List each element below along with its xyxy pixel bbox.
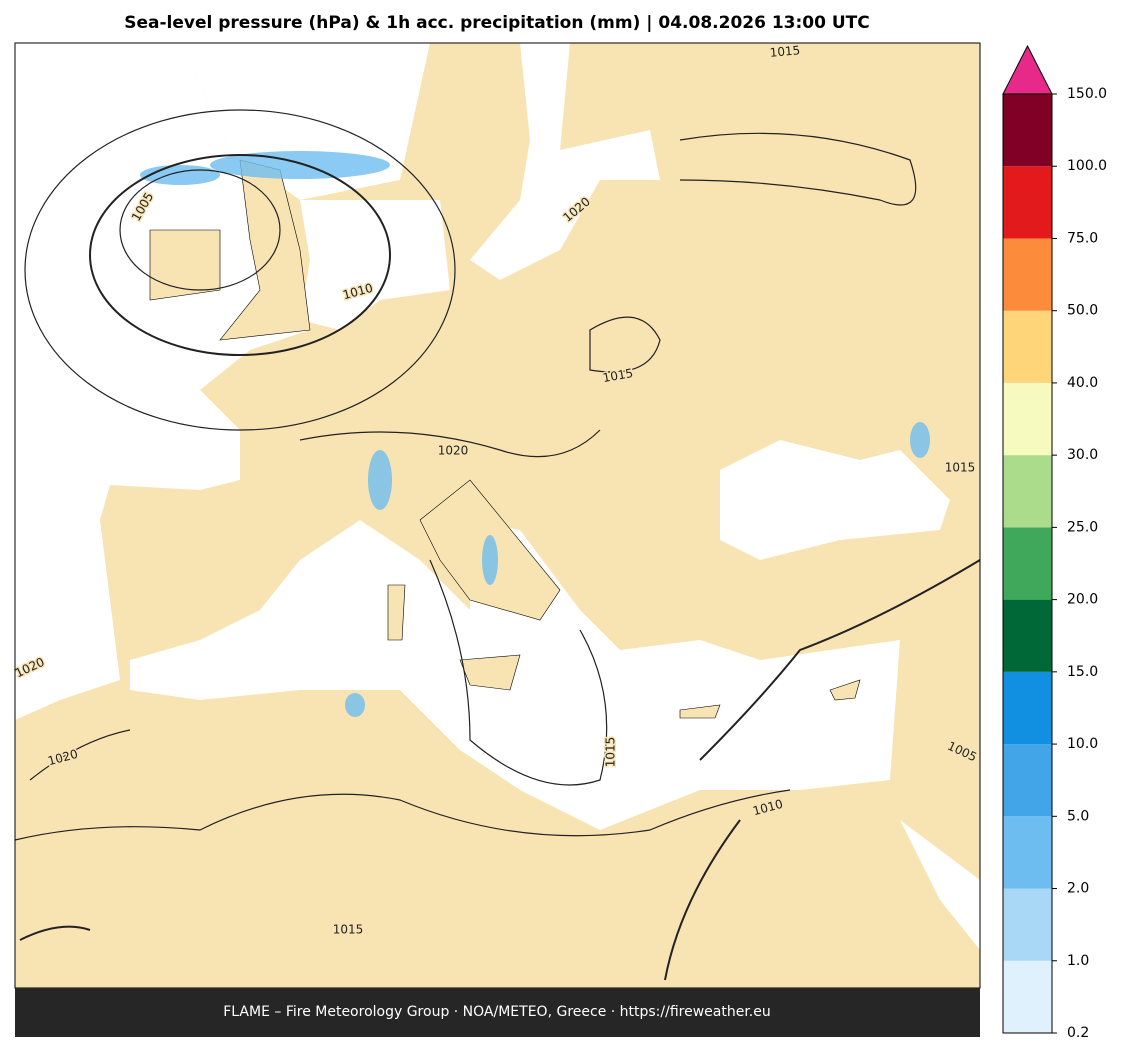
contour-label: 1015	[604, 737, 618, 768]
colorbar-bin	[1003, 960, 1052, 1033]
colorbar-bin	[1003, 166, 1052, 239]
colorbar-tick-label: 15.0	[1067, 664, 1098, 680]
colorbar-bin	[1003, 527, 1052, 600]
colorbar-tick-label: 0.2	[1067, 1025, 1089, 1041]
colorbar-tick-label: 20.0	[1067, 592, 1098, 608]
colorbar-tick-label: 75.0	[1067, 230, 1098, 246]
colorbar-bin	[1003, 455, 1052, 528]
colorbar-bin	[1003, 599, 1052, 672]
contour-label: 1015	[602, 366, 635, 385]
footer-bar	[15, 988, 980, 1037]
contour-label: 1015	[769, 43, 801, 60]
colorbar-bin	[1003, 238, 1052, 311]
contour-label: 1015	[945, 461, 976, 475]
footer-text: FLAME – Fire Meteorology Group · NOA/MET…	[223, 1004, 771, 1020]
contour-label: 1020	[438, 444, 469, 458]
colorbar-bin	[1003, 310, 1052, 383]
colorbar-tick-label: 150.0	[1067, 86, 1107, 102]
title: Sea-level pressure (hPa) & 1h acc. preci…	[124, 13, 870, 33]
colorbar-tick-label: 25.0	[1067, 519, 1098, 535]
colorbar-tick-label: 1.0	[1067, 953, 1089, 969]
colorbar-bin	[1003, 888, 1052, 961]
isobars	[14, 109, 981, 981]
colorbar-bin	[1003, 382, 1052, 456]
colorbar-bin	[1003, 94, 1052, 167]
colorbar-frame	[1002, 93, 1053, 1034]
colorbar-extend	[1002, 44, 1053, 95]
colorbar-bin	[1003, 671, 1052, 745]
colorbar-tick-label: 2.0	[1067, 881, 1089, 897]
contour-label: 1015	[333, 923, 364, 937]
colorbar-tick-label: 10.0	[1067, 736, 1098, 752]
colorbar-tick-label: 50.0	[1067, 303, 1098, 319]
colorbar-bin	[1003, 744, 1052, 817]
colorbar-tick-label: 100.0	[1067, 158, 1107, 174]
colorbar-tick-label: 40.0	[1067, 375, 1098, 391]
colorbar-bin	[1003, 816, 1052, 889]
colorbar-tick-label: 5.0	[1067, 808, 1089, 824]
colorbar: 0.2 1.0 2.0 5.0 10.0 15.0 20.0 25.0 30.0 40.0 50.0…	[1002, 44, 1107, 1041]
colorbar-tick-label: 30.0	[1067, 447, 1098, 463]
